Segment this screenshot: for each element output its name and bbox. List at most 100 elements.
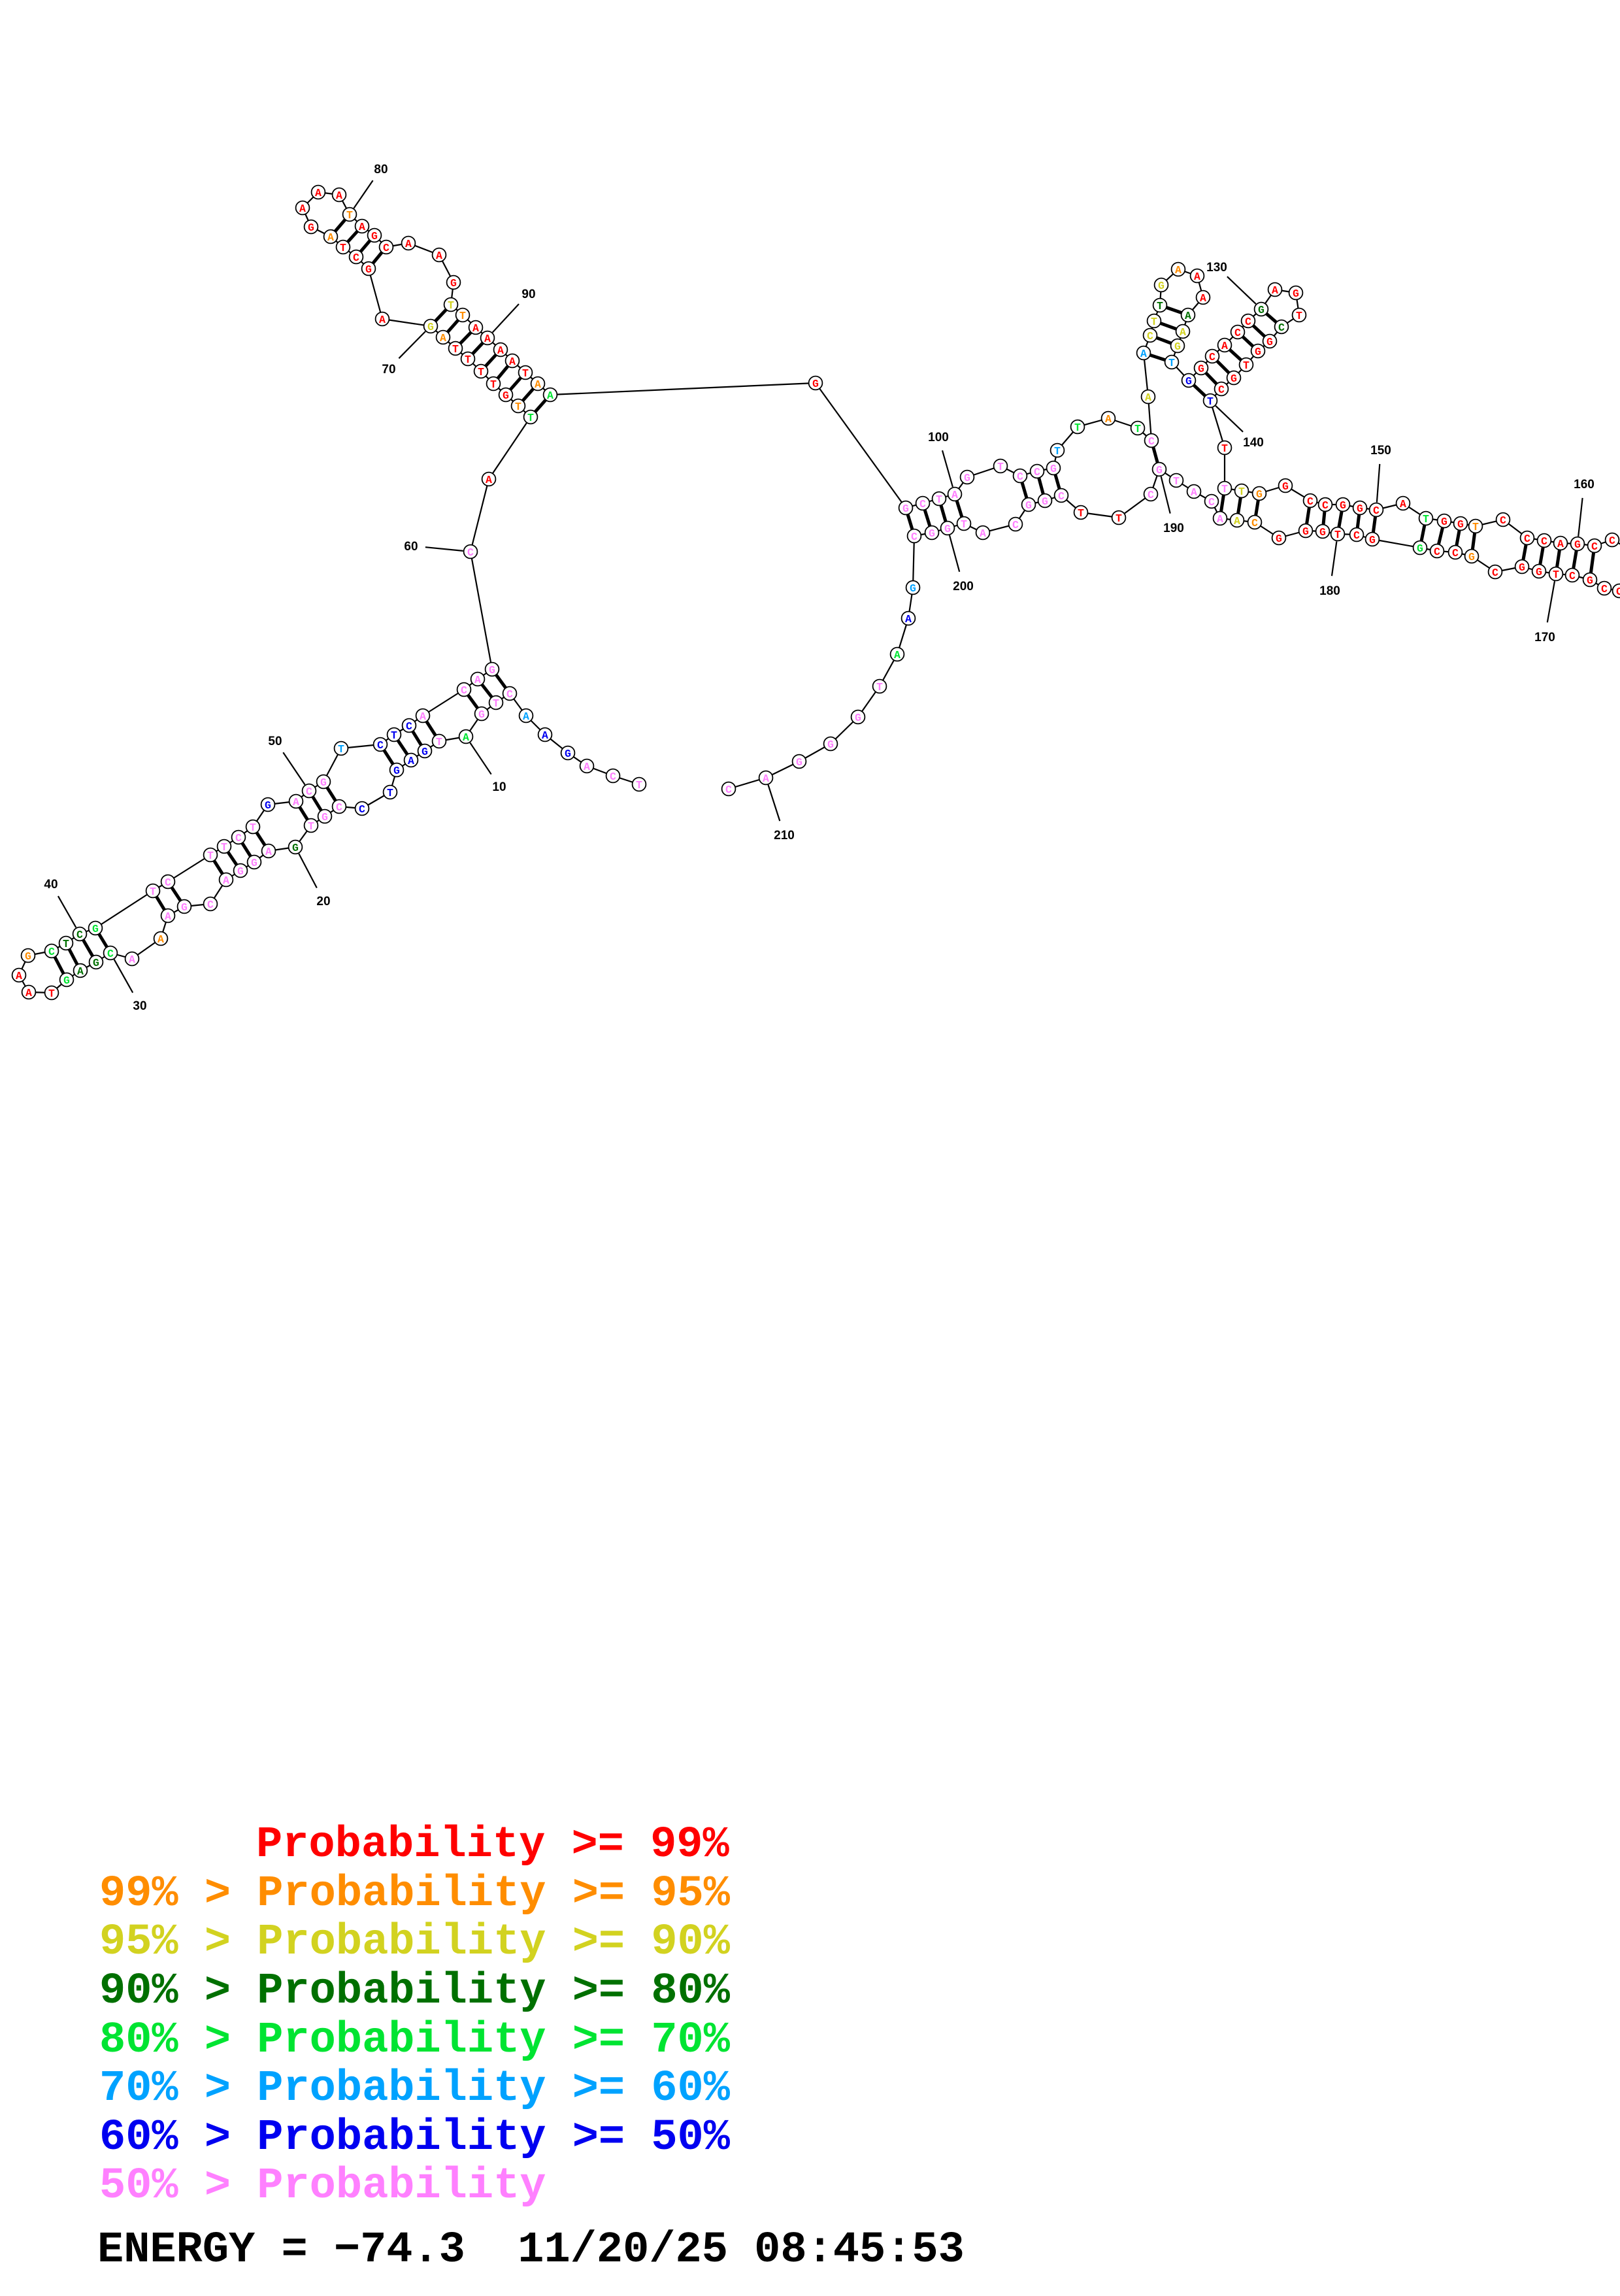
svg-text:A: A — [894, 649, 901, 661]
svg-text:T: T — [936, 493, 942, 506]
svg-text:C: C — [911, 531, 917, 543]
svg-text:G: G — [1025, 499, 1032, 512]
svg-text:A: A — [535, 378, 541, 391]
svg-text:A: A — [1221, 340, 1228, 352]
svg-text:C: C — [1524, 533, 1530, 545]
svg-text:210: 210 — [774, 829, 795, 842]
svg-text:A: A — [129, 954, 135, 966]
svg-text:A: A — [293, 796, 299, 808]
svg-text:A: A — [463, 731, 469, 744]
svg-text:C: C — [353, 252, 359, 264]
svg-text:C: C — [1218, 384, 1225, 396]
svg-text:A: A — [299, 203, 306, 215]
svg-text:C: C — [1017, 471, 1023, 483]
svg-text:C: C — [107, 948, 114, 960]
svg-text:C: C — [1609, 535, 1615, 547]
svg-text:90: 90 — [521, 288, 535, 301]
svg-text:T: T — [1134, 423, 1141, 435]
svg-text:T: T — [1173, 475, 1180, 488]
svg-text:A: A — [542, 729, 548, 742]
svg-text:A: A — [440, 332, 446, 344]
svg-text:G: G — [796, 756, 802, 769]
svg-text:50% > Probability: 50% > Probability — [99, 2161, 546, 2211]
svg-text:C: C — [467, 546, 474, 559]
svg-text:G: G — [308, 222, 314, 234]
svg-text:G: G — [929, 527, 935, 540]
svg-text:G: G — [1185, 375, 1192, 388]
svg-text:95% > Probability >= 90%: 95% > Probability >= 90% — [99, 1918, 731, 1967]
svg-text:T: T — [207, 850, 214, 862]
svg-text:G: G — [427, 321, 434, 333]
svg-text:T: T — [391, 729, 397, 742]
svg-text:G: G — [944, 523, 951, 535]
svg-text:T: T — [1423, 513, 1429, 525]
svg-text:A: A — [77, 965, 84, 978]
svg-text:A: A — [1272, 284, 1278, 297]
svg-text:C: C — [207, 899, 214, 911]
svg-text:A: A — [1145, 391, 1151, 404]
svg-text:T: T — [308, 820, 314, 833]
svg-text:C: C — [1058, 490, 1065, 503]
svg-text:50: 50 — [268, 735, 282, 748]
svg-text:170: 170 — [1534, 631, 1555, 644]
svg-text:20: 20 — [316, 895, 330, 908]
svg-text:130: 130 — [1206, 261, 1227, 275]
svg-text:A: A — [16, 970, 22, 982]
svg-text:T: T — [150, 886, 156, 898]
svg-text:70% > Probability >= 60%: 70% > Probability >= 60% — [99, 2064, 731, 2114]
svg-text:G: G — [1340, 499, 1346, 512]
svg-text:T: T — [478, 366, 484, 378]
svg-text:90% > Probability >= 80%: 90% > Probability >= 80% — [99, 1967, 731, 2016]
svg-text:G: G — [322, 811, 328, 824]
svg-text:T: T — [1243, 359, 1249, 372]
svg-text:G: G — [265, 799, 271, 812]
svg-text:G: G — [1266, 336, 1273, 348]
svg-text:G: G — [1574, 539, 1581, 551]
svg-text:T: T — [1296, 310, 1302, 322]
svg-text:T: T — [1116, 512, 1122, 525]
svg-text:C: C — [1234, 327, 1241, 339]
svg-text:C: C — [1209, 351, 1215, 363]
svg-text:180: 180 — [1319, 584, 1340, 598]
svg-text:100: 100 — [928, 431, 949, 444]
svg-text:T: T — [527, 412, 534, 424]
svg-text:C: C — [1500, 514, 1506, 527]
svg-text:G: G — [1293, 288, 1299, 300]
svg-text:A: A — [327, 231, 334, 244]
svg-text:G: G — [902, 503, 909, 515]
svg-text:Probability >= 99%: Probability >= 99% — [256, 1820, 730, 1870]
svg-text:G: G — [365, 263, 372, 276]
svg-text:C: C — [1147, 330, 1153, 342]
svg-text:G: G — [827, 739, 834, 751]
svg-text:G: G — [1042, 495, 1048, 508]
svg-text:T: T — [63, 938, 69, 950]
svg-text:C: C — [1591, 541, 1598, 553]
svg-text:A: A — [484, 333, 491, 345]
svg-text:G: G — [1357, 503, 1363, 515]
svg-text:T: T — [221, 841, 227, 854]
svg-text:G: G — [1231, 373, 1237, 385]
svg-text:A: A — [584, 761, 590, 773]
svg-text:G: G — [1441, 516, 1447, 528]
svg-text:C: C — [1616, 586, 1620, 598]
svg-text:A: A — [905, 613, 912, 625]
svg-text:A: A — [1400, 498, 1406, 510]
svg-text:A: A — [951, 489, 958, 501]
svg-text:C: C — [76, 929, 83, 941]
svg-text:G: G — [1536, 566, 1542, 578]
svg-text:A: A — [265, 846, 272, 858]
svg-text:T: T — [448, 299, 454, 312]
svg-text:A: A — [359, 221, 365, 233]
svg-text:C: C — [1541, 535, 1547, 548]
svg-text:T: T — [340, 242, 346, 254]
svg-text:G: G — [422, 746, 428, 758]
svg-text:A: A — [223, 874, 229, 887]
svg-text:C: C — [1148, 489, 1154, 501]
svg-text:G: G — [1256, 488, 1263, 501]
svg-text:G: G — [1302, 525, 1309, 538]
svg-text:60: 60 — [404, 540, 418, 554]
svg-text:G: G — [25, 950, 31, 963]
svg-text:G: G — [63, 974, 70, 987]
svg-text:80: 80 — [374, 163, 388, 176]
svg-text:C: C — [725, 784, 732, 796]
